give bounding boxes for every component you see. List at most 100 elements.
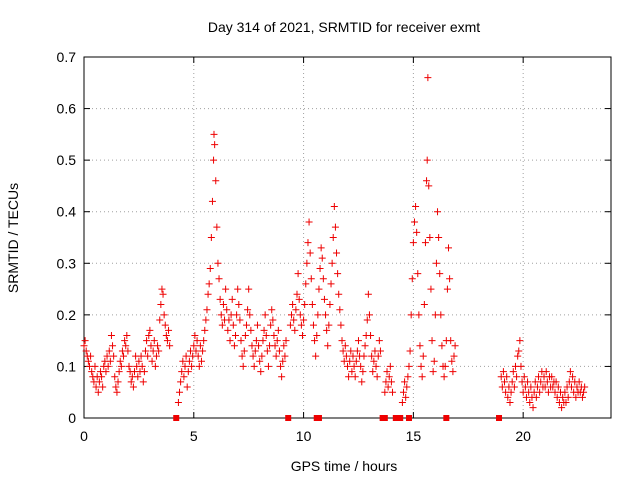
data-point <box>178 368 186 376</box>
data-point <box>335 290 343 298</box>
data-point <box>341 342 349 350</box>
data-point <box>348 368 356 376</box>
x-tick-label: 0 <box>80 428 88 444</box>
data-point <box>365 311 373 319</box>
data-point <box>147 342 155 350</box>
axis-ticks <box>83 56 611 419</box>
data-point <box>327 280 335 288</box>
data-point <box>543 378 551 386</box>
data-point <box>238 352 246 360</box>
data-point <box>222 285 230 293</box>
data-point <box>150 337 158 345</box>
data-point <box>438 342 446 350</box>
data-point <box>297 321 305 329</box>
data-point <box>399 388 407 396</box>
data-point <box>564 393 572 401</box>
data-point <box>185 357 193 365</box>
data-point <box>213 223 221 231</box>
data-point <box>354 337 362 345</box>
data-point <box>274 326 282 334</box>
data-point <box>233 311 241 319</box>
data-point <box>240 347 248 355</box>
data-point <box>420 301 428 309</box>
data-point <box>154 342 162 350</box>
data-point <box>359 368 367 376</box>
x-tick-label: 20 <box>515 428 531 444</box>
data-point <box>308 301 316 309</box>
data-point <box>258 352 266 360</box>
data-point <box>373 373 381 381</box>
data-point <box>566 368 574 376</box>
data-point <box>403 383 411 391</box>
data-point <box>249 352 257 360</box>
data-point <box>294 270 302 278</box>
data-point <box>278 373 286 381</box>
data-point <box>196 342 204 350</box>
data-point <box>138 362 146 370</box>
data-point <box>374 352 382 360</box>
data-point <box>159 290 167 298</box>
data-point <box>125 362 133 370</box>
data-point <box>242 321 250 329</box>
data-point <box>214 259 222 267</box>
data-point <box>120 352 128 360</box>
data-point <box>105 347 113 355</box>
data-point <box>88 368 96 376</box>
data-point <box>506 399 514 407</box>
data-point <box>398 399 406 407</box>
data-point <box>427 285 435 293</box>
data-point <box>124 347 132 355</box>
chart-title: Day 314 of 2021, SRMTID for receiver exm… <box>208 19 480 35</box>
data-point <box>503 373 511 381</box>
data-point <box>262 331 270 339</box>
data-point <box>314 311 322 319</box>
data-point <box>271 342 279 350</box>
data-point <box>510 383 518 391</box>
data-point <box>91 362 99 370</box>
data-point <box>295 295 303 303</box>
data-point <box>166 342 174 350</box>
data-point <box>277 362 285 370</box>
data-point <box>333 249 341 257</box>
data-point <box>368 352 376 360</box>
data-point <box>87 352 95 360</box>
y-tick-label: 0.2 <box>57 307 77 323</box>
data-point <box>542 368 550 376</box>
data-point <box>324 342 332 350</box>
data-point <box>507 388 515 396</box>
data-point <box>575 378 583 386</box>
data-point <box>140 368 148 376</box>
data-point <box>499 368 507 376</box>
data-point <box>302 280 310 288</box>
data-point <box>241 331 249 339</box>
data-point <box>202 316 210 324</box>
data-point <box>410 218 418 226</box>
data-point <box>235 301 243 309</box>
data-point <box>331 223 339 231</box>
data-point <box>268 306 276 314</box>
data-point <box>409 239 417 247</box>
data-point <box>312 352 320 360</box>
data-point <box>544 388 552 396</box>
data-point <box>421 239 429 247</box>
data-point <box>516 337 524 345</box>
data-point <box>361 342 369 350</box>
data-point <box>437 311 445 319</box>
data-point <box>336 306 344 314</box>
data-point <box>232 331 240 339</box>
gap-marker <box>496 415 503 421</box>
y-tick-label: 0.3 <box>57 255 77 271</box>
data-point <box>316 264 324 272</box>
data-point <box>423 177 431 185</box>
data-point <box>197 357 205 365</box>
data-point <box>360 352 368 360</box>
data-point <box>145 331 153 339</box>
data-point <box>244 306 252 314</box>
data-point <box>527 383 535 391</box>
data-point <box>255 342 263 350</box>
data-point <box>339 347 347 355</box>
data-point <box>225 316 233 324</box>
data-point <box>152 352 160 360</box>
data-point <box>116 357 124 365</box>
data-point <box>270 331 278 339</box>
